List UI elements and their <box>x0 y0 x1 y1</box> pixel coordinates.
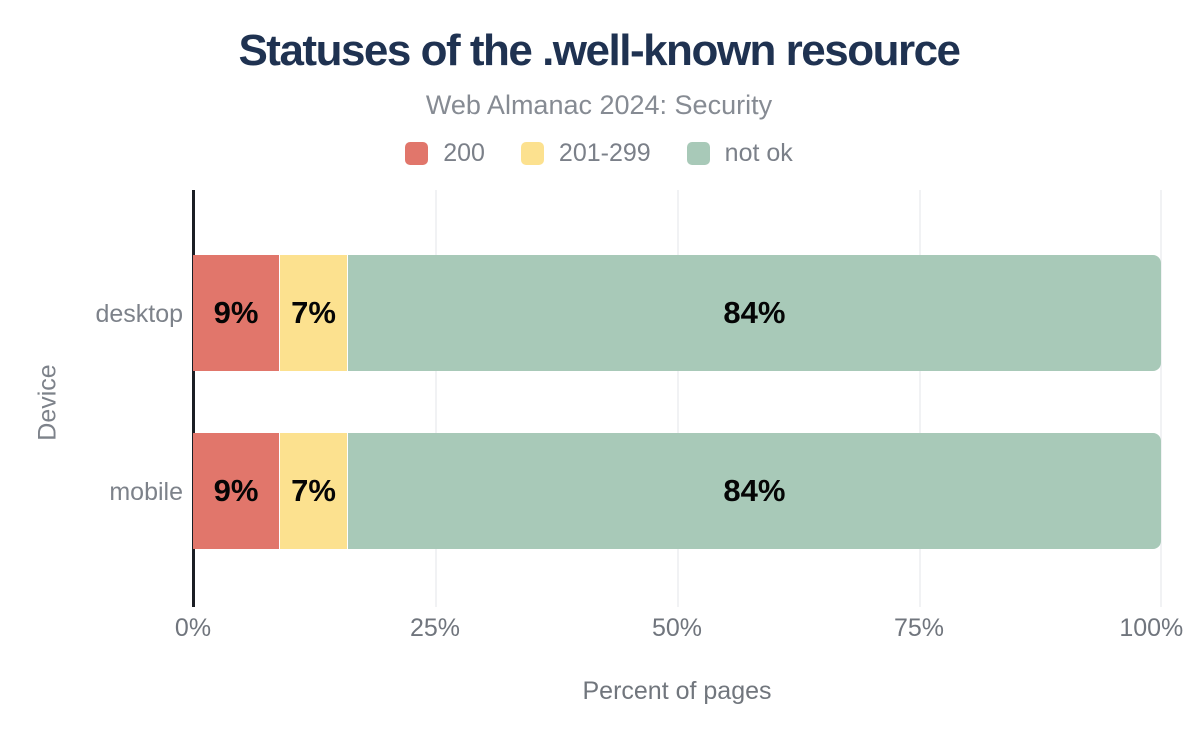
gridline-50 <box>677 190 679 607</box>
legend-swatch-200 <box>405 142 429 165</box>
bar-segment-desktop-201-299: 7% <box>280 255 348 371</box>
gridline-25 <box>435 190 437 607</box>
gridline-75 <box>919 190 921 607</box>
bar-desktop: 9% 7% 84% <box>193 255 1161 371</box>
bar-value-label: 9% <box>213 295 259 330</box>
gridline-100 <box>1160 190 1162 607</box>
chart-title: Statuses of the .well-known resource <box>238 26 961 75</box>
legend: 200 201-299 not ok <box>0 139 1198 168</box>
legend-label: 201-299 <box>558 139 651 167</box>
category-label-desktop: desktop <box>95 300 183 328</box>
x-tick-75: 75% <box>893 614 945 642</box>
plot-area: 9% 7% 84% 9% 7% 84% <box>192 190 1162 607</box>
x-tick-0: 0% <box>174 614 212 642</box>
x-axis-title: Percent of pages <box>582 677 772 705</box>
y-axis-line <box>192 190 195 607</box>
legend-swatch-201-299 <box>520 142 544 165</box>
bar-value-label: 7% <box>291 295 336 330</box>
bar-value-label: 9% <box>213 473 259 508</box>
bar-segment-mobile-200: 9% <box>193 433 281 549</box>
x-tick-50: 50% <box>651 614 703 642</box>
bar-segment-mobile-not-ok: 84% <box>347 433 1161 549</box>
bar-segment-desktop-not-ok: 84% <box>347 255 1161 371</box>
x-tick-100: 100% <box>1119 614 1184 642</box>
legend-label: 200 <box>443 139 485 167</box>
bar-value-label: 84% <box>723 473 786 508</box>
chart-subtitle: Web Almanac 2024: Security <box>425 90 773 120</box>
bar-segment-mobile-201-299: 7% <box>280 433 348 549</box>
legend-item-200: 200 <box>405 139 485 168</box>
legend-label: not ok <box>724 139 793 167</box>
y-axis-title: Device <box>33 364 62 441</box>
bar-segment-desktop-200: 9% <box>193 255 281 371</box>
legend-item-201-299: 201-299 <box>520 139 651 168</box>
legend-item-not-ok: not ok <box>686 139 793 168</box>
legend-swatch-not-ok <box>686 142 710 165</box>
category-label-mobile: mobile <box>109 478 183 506</box>
bar-value-label: 84% <box>723 295 786 330</box>
bar-value-label: 7% <box>291 473 336 508</box>
x-tick-25: 25% <box>409 614 461 642</box>
x-axis-ticks: 0% 25% 50% 75% 100% <box>175 614 1183 644</box>
bar-mobile: 9% 7% 84% <box>193 433 1161 549</box>
